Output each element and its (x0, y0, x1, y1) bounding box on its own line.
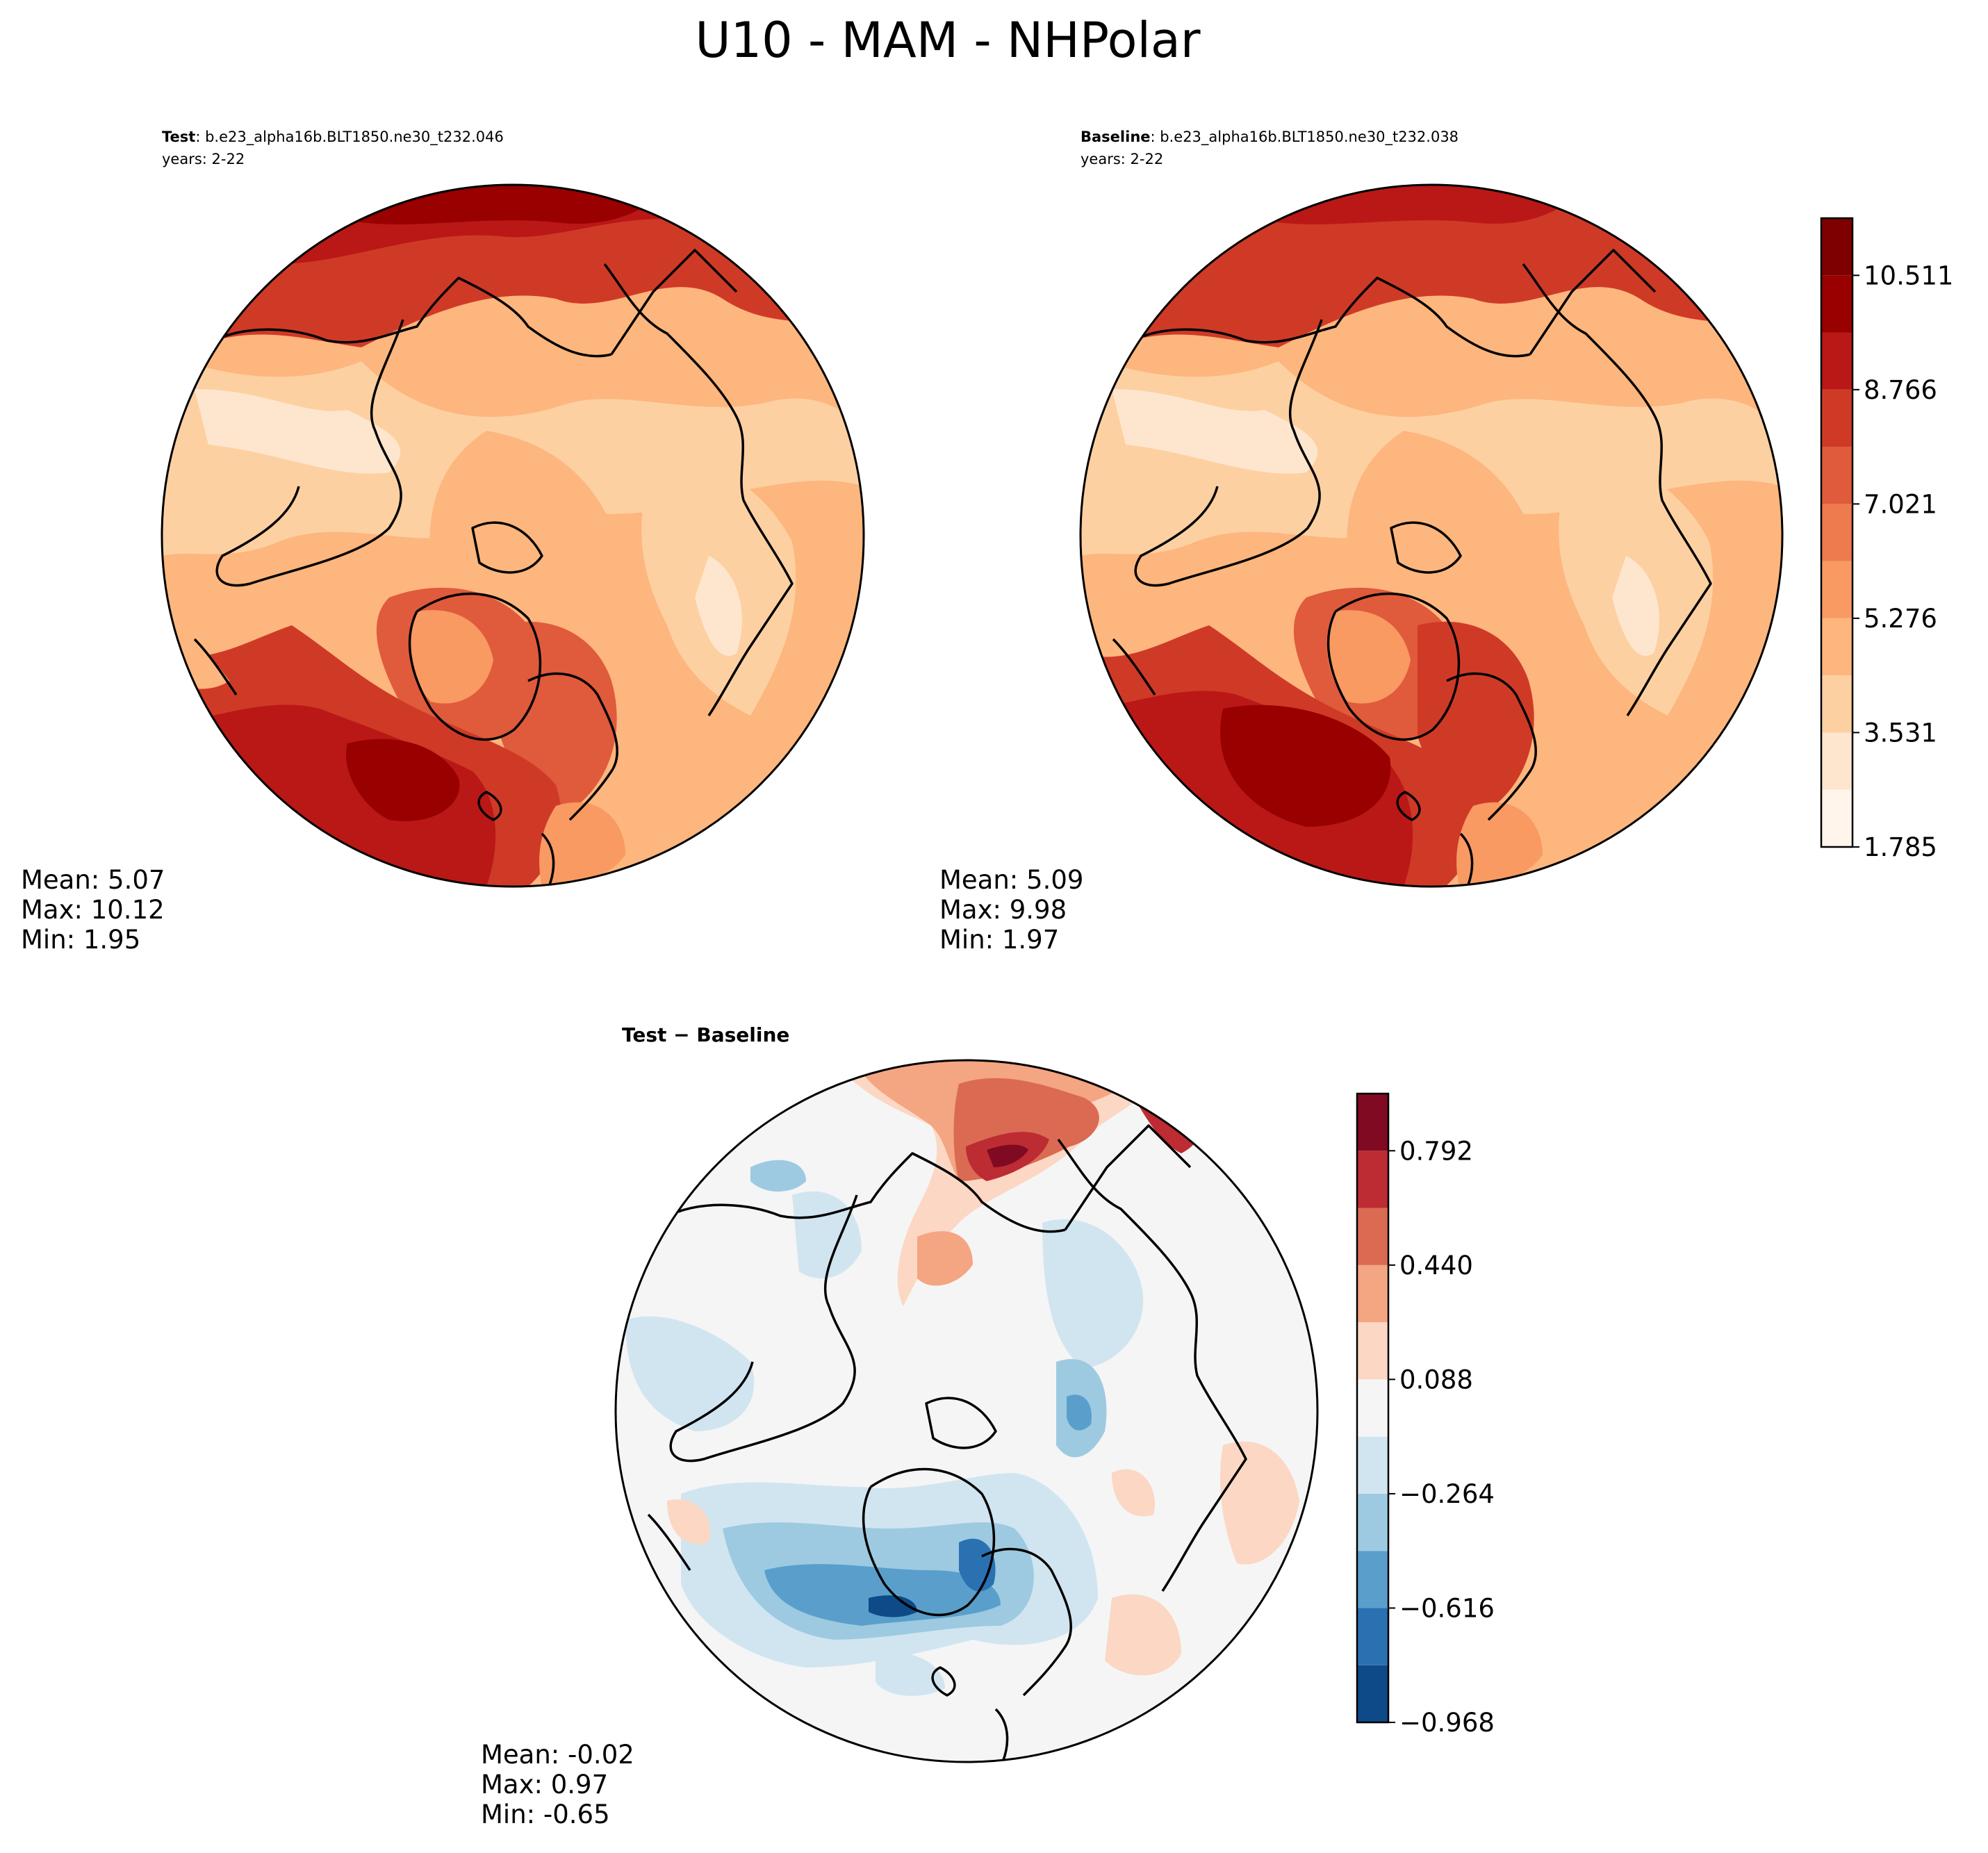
colorbar-seq-swatch (1821, 561, 1853, 618)
colorbar-div-tick-label: −0.264 (1399, 1479, 1495, 1509)
panel-baseline-header: Baseline: b.e23_alpha16b.BLT1850.ne30_t2… (1081, 129, 1459, 146)
colorbar-div-swatch (1357, 1608, 1388, 1665)
colorbar-div-swatch (1357, 1151, 1388, 1208)
colorbar-div-swatch (1357, 1322, 1388, 1380)
panel-baseline-case: : b.e23_alpha16b.BLT1850.ne30_t232.038 (1151, 129, 1459, 146)
colorbar-seq-tick-label: 7.021 (1864, 489, 1937, 519)
colorbar-sequential: 1.785 3.531 5.276 7.021 8.766 10.511 (1820, 217, 1953, 862)
stats-mean-diff: Mean: -0.02 (481, 1740, 634, 1770)
stats-min-baseline: Min: 1.97 (939, 925, 1059, 955)
colorbar-div-tick-label: 0.088 (1399, 1365, 1473, 1394)
colorbar-div-swatch (1357, 1265, 1388, 1323)
colorbar-seq-tick-label: 3.531 (1864, 718, 1937, 748)
colorbar-seq-tick-label: 10.511 (1864, 261, 1953, 290)
colorbar-div-tick-label: 0.440 (1399, 1251, 1473, 1280)
stats-max-baseline: Max: 9.98 (939, 895, 1067, 925)
colorbar-div-swatch (1357, 1436, 1388, 1494)
colorbar-seq-tick-label: 8.766 (1864, 375, 1937, 405)
stats-min-diff: Min: -0.65 (481, 1800, 610, 1829)
colorbar-div-swatch (1357, 1208, 1388, 1265)
map-baseline (1081, 185, 1782, 887)
colorbar-seq-swatch (1821, 675, 1853, 733)
panel-test-case: : b.e23_alpha16b.BLT1850.ne30_t232.046 (195, 129, 504, 146)
stats-max-diff: Max: 0.97 (481, 1770, 608, 1800)
colorbar-seq-swatch (1821, 218, 1853, 276)
colorbar-seq-outline (1820, 217, 1854, 848)
colorbar-seq-tick-label: 5.276 (1864, 604, 1937, 634)
stats-max-test: Max: 10.12 (21, 895, 165, 925)
stats-mean-baseline: Mean: 5.09 (939, 865, 1083, 895)
colorbar-div-tick-label: −0.616 (1399, 1593, 1495, 1623)
panel-baseline-years: years: 2-22 (1081, 151, 1163, 167)
colorbar-div-swatch (1357, 1094, 1388, 1151)
stats-min-test: Min: 1.95 (21, 925, 140, 955)
colorbar-seq-swatch (1821, 789, 1853, 847)
colorbar-div-tick-label: 0.792 (1399, 1136, 1473, 1166)
colorbar-seq-swatch (1821, 447, 1853, 504)
map-diff (616, 1060, 1317, 1762)
colorbar-diverging: −0.968 −0.616 −0.264 0.088 0.440 0.792 (1356, 1092, 1495, 1738)
panel-baseline-label: Baseline (1081, 129, 1151, 145)
colorbar-div-swatch (1357, 1551, 1388, 1608)
panel-test-years: years: 2-22 (162, 151, 245, 167)
panel-test-label: Test (162, 129, 195, 145)
colorbar-seq-tick-label: 1.785 (1864, 832, 1937, 862)
colorbar-seq-swatch (1821, 332, 1853, 390)
colorbar-seq-swatch (1821, 504, 1853, 561)
colorbar-div-tick-label: −0.968 (1399, 1708, 1495, 1738)
colorbar-div-swatch (1357, 1379, 1388, 1437)
panel-baseline: Baseline: b.e23_alpha16b.BLT1850.ne30_t2… (939, 129, 1784, 955)
panel-diff-title: Test − Baseline (622, 1023, 789, 1046)
colorbar-seq-swatch (1821, 618, 1853, 676)
figure-title: U10 - MAM - NHPolar (695, 12, 1200, 69)
colorbar-seq-swatch (1821, 732, 1853, 790)
colorbar-seq-swatch (1821, 275, 1853, 333)
panel-diff: Test − Baseline (481, 1023, 1319, 1829)
stats-mean-test: Mean: 5.07 (21, 865, 165, 895)
panel-test-header: Test: b.e23_alpha16b.BLT1850.ne30_t232.0… (162, 129, 504, 146)
colorbar-div-outline (1356, 1092, 1390, 1724)
panel-test: Test: b.e23_alpha16b.BLT1850.ne30_t232.0… (21, 129, 865, 955)
colorbar-seq-swatch (1821, 389, 1853, 447)
map-test (162, 185, 864, 887)
colorbar-div-swatch (1357, 1665, 1388, 1722)
colorbar-div-swatch (1357, 1493, 1388, 1551)
